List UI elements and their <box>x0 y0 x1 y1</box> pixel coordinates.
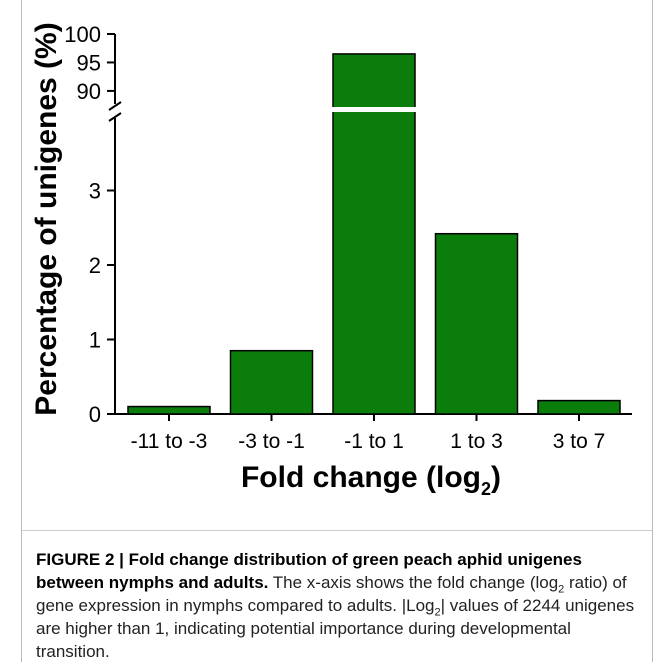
caption-text-1: The x-axis shows the fold change (log <box>268 573 559 592</box>
bar-break-gap <box>331 107 417 112</box>
bar-0 <box>127 405 211 415</box>
y-tick-label: 1 <box>89 328 101 353</box>
x-axis-title: Fold change (log2) <box>241 461 501 499</box>
caption-text-3: | values of 2244 unigenes are higher tha… <box>36 596 635 661</box>
figure-frame <box>21 0 653 662</box>
y-tick-label: 100 <box>64 22 101 47</box>
chart-ticks: -11 to -3 -3 to -1 -1 to 1 1 to 3 3 to 7 0 1 2 3… <box>64 22 605 453</box>
caption-sub-2: 2 <box>434 606 441 619</box>
bar-3 <box>434 232 519 415</box>
y-tick-label: 0 <box>89 402 101 427</box>
x-tick-label: -11 to -3 <box>131 430 208 453</box>
figure-caption: FIGURE 2 | Fold change distribution of g… <box>36 548 636 663</box>
y-tick-label: 90 <box>77 79 101 104</box>
y-tick-label: 3 <box>89 179 101 204</box>
x-tick-label: -1 to 1 <box>344 430 404 453</box>
axis-break-mark <box>108 101 122 111</box>
y-tick-label: 2 <box>89 253 101 278</box>
caption-text-2: ratio) of gene expression in nymphs comp… <box>36 573 627 615</box>
bar-2 <box>332 53 416 415</box>
chart-bars <box>127 53 621 415</box>
axis-break-mark <box>108 112 122 122</box>
caption-divider <box>22 530 652 531</box>
bar-4 <box>537 399 621 415</box>
x-tick-label: 3 to 7 <box>553 430 606 453</box>
bar-chart: -11 to -3 -3 to -1 -1 to 1 1 to 3 3 to 7 0 1 2 3… <box>30 22 632 499</box>
x-tick-label: -3 to -1 <box>238 430 305 453</box>
bar-1 <box>229 349 314 415</box>
y-axis-title: Percentage of unigenes (%) <box>30 22 63 415</box>
x-tick-label: 1 to 3 <box>450 430 503 453</box>
caption-sub-1: 2 <box>558 583 565 596</box>
caption-label: FIGURE 2 | Fold change distribution of g… <box>36 550 582 592</box>
y-tick-label: 95 <box>77 50 101 75</box>
